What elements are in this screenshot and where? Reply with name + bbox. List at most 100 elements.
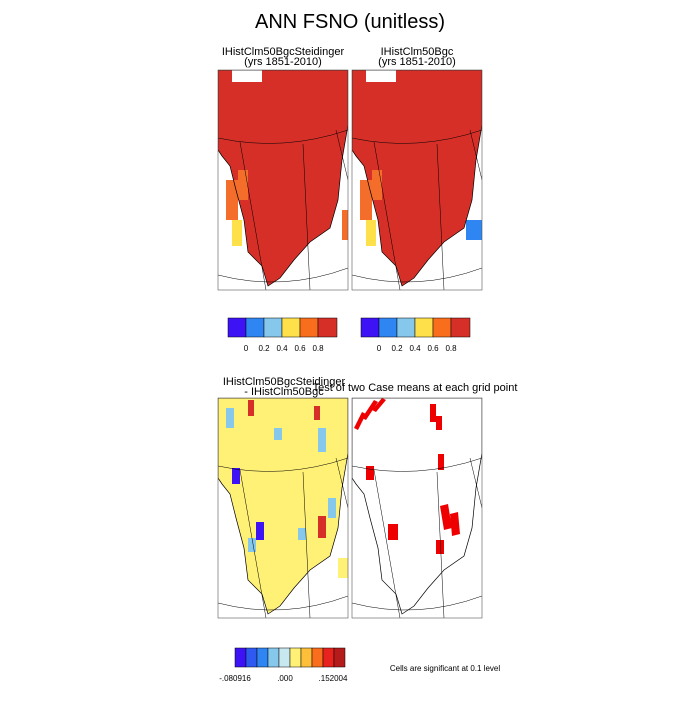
map-shape xyxy=(281,317,301,338)
panel-subtitle: - IHistClm50Bgc xyxy=(244,386,324,398)
map-content xyxy=(352,398,482,618)
snow-field xyxy=(218,70,348,286)
cells xyxy=(366,70,396,82)
cells xyxy=(232,220,242,246)
map-shape xyxy=(366,466,374,480)
map-shape xyxy=(245,317,265,338)
cells xyxy=(248,538,256,552)
significance-note: Cells are significant at 0.1 level xyxy=(390,664,501,673)
map-shape xyxy=(388,524,398,540)
colorbar-label: 0.8 xyxy=(445,344,457,353)
panel-title: IHistClm50BgcSteidinger xyxy=(223,376,346,388)
panel-subtitle: (yrs 1851-2010) xyxy=(244,56,322,68)
colorbar-label: 0.6 xyxy=(427,344,439,353)
graticule xyxy=(352,457,482,618)
cells xyxy=(338,558,348,578)
panel-title: IHistClm50BgcSteidinger xyxy=(222,46,345,58)
map-shape xyxy=(333,647,346,668)
colorbar xyxy=(360,317,471,338)
cells xyxy=(298,528,306,540)
coastline xyxy=(352,398,482,615)
cells xyxy=(360,180,372,220)
cells xyxy=(274,428,282,440)
map-shape xyxy=(362,400,378,420)
panel-title: IHistClm50Bgc xyxy=(381,46,454,58)
map-shape xyxy=(299,317,319,338)
map-content xyxy=(352,70,482,290)
map-shape xyxy=(450,512,460,536)
cells xyxy=(372,170,382,200)
snow-field xyxy=(352,70,482,286)
map-shape xyxy=(317,317,338,338)
colorbar xyxy=(234,647,346,668)
cells xyxy=(226,408,234,428)
map-frame xyxy=(351,69,483,291)
map-shape xyxy=(256,647,269,668)
map-shape xyxy=(438,454,444,470)
cells xyxy=(342,210,348,240)
map-shape xyxy=(396,317,416,338)
map-panel xyxy=(217,397,349,619)
cells xyxy=(232,468,240,484)
map-frame xyxy=(217,397,349,619)
panel-title: Test of two Case means at each grid poin… xyxy=(313,382,518,394)
colorbar-label: 0 xyxy=(377,344,382,353)
cells xyxy=(256,522,264,540)
cells xyxy=(352,70,366,110)
map-frame xyxy=(217,69,349,291)
map-shape xyxy=(450,317,471,338)
map-shape xyxy=(311,647,324,668)
map-shape xyxy=(300,647,313,668)
cells xyxy=(318,516,326,538)
map-shape xyxy=(432,317,452,338)
map-panel xyxy=(351,397,483,619)
map-shape xyxy=(322,647,335,668)
colorbar-label: .152004 xyxy=(319,674,348,683)
colorbar-label: .000 xyxy=(277,674,293,683)
map-shape xyxy=(436,416,442,430)
map-shape xyxy=(360,317,380,338)
figure-title: ANN FSNO (unitless) xyxy=(255,11,445,33)
map-shape xyxy=(267,647,280,668)
cells xyxy=(466,220,482,240)
map-shape xyxy=(378,317,398,338)
colorbar-label: 0.8 xyxy=(312,344,324,353)
cells xyxy=(218,70,232,110)
cells xyxy=(328,498,336,518)
map-shape xyxy=(234,647,247,668)
colorbar-label: 0 xyxy=(244,344,249,353)
significant-cells xyxy=(354,398,460,554)
colorbar-label: 0.2 xyxy=(258,344,270,353)
map-shape xyxy=(278,647,291,668)
map-panel xyxy=(217,69,349,291)
colorbar xyxy=(227,317,338,338)
map-shape xyxy=(440,504,452,530)
colorbar-label: -.080916 xyxy=(219,674,251,683)
colorbar-label: 0.6 xyxy=(294,344,306,353)
panel-subtitle: (yrs 1851-2010) xyxy=(378,56,456,68)
cells xyxy=(232,70,262,82)
cells xyxy=(226,180,238,220)
map-shape xyxy=(245,647,258,668)
map-shape xyxy=(263,317,283,338)
cells xyxy=(318,428,326,452)
map-panel xyxy=(351,69,483,291)
cells xyxy=(314,406,320,420)
cells xyxy=(238,170,248,200)
colorbar-label: 0.4 xyxy=(276,344,288,353)
map-shape xyxy=(372,398,386,412)
map-shape xyxy=(414,317,434,338)
map-shape xyxy=(289,647,302,668)
cells xyxy=(366,220,376,246)
map-shape xyxy=(430,404,436,422)
map-shape xyxy=(227,317,247,338)
colorbar-label: 0.4 xyxy=(409,344,421,353)
map-frame xyxy=(351,397,483,619)
cells xyxy=(248,400,254,416)
map-content xyxy=(218,70,348,290)
colorbar-label: 0.2 xyxy=(391,344,403,353)
map-content xyxy=(218,398,348,618)
map-shape xyxy=(436,540,444,554)
